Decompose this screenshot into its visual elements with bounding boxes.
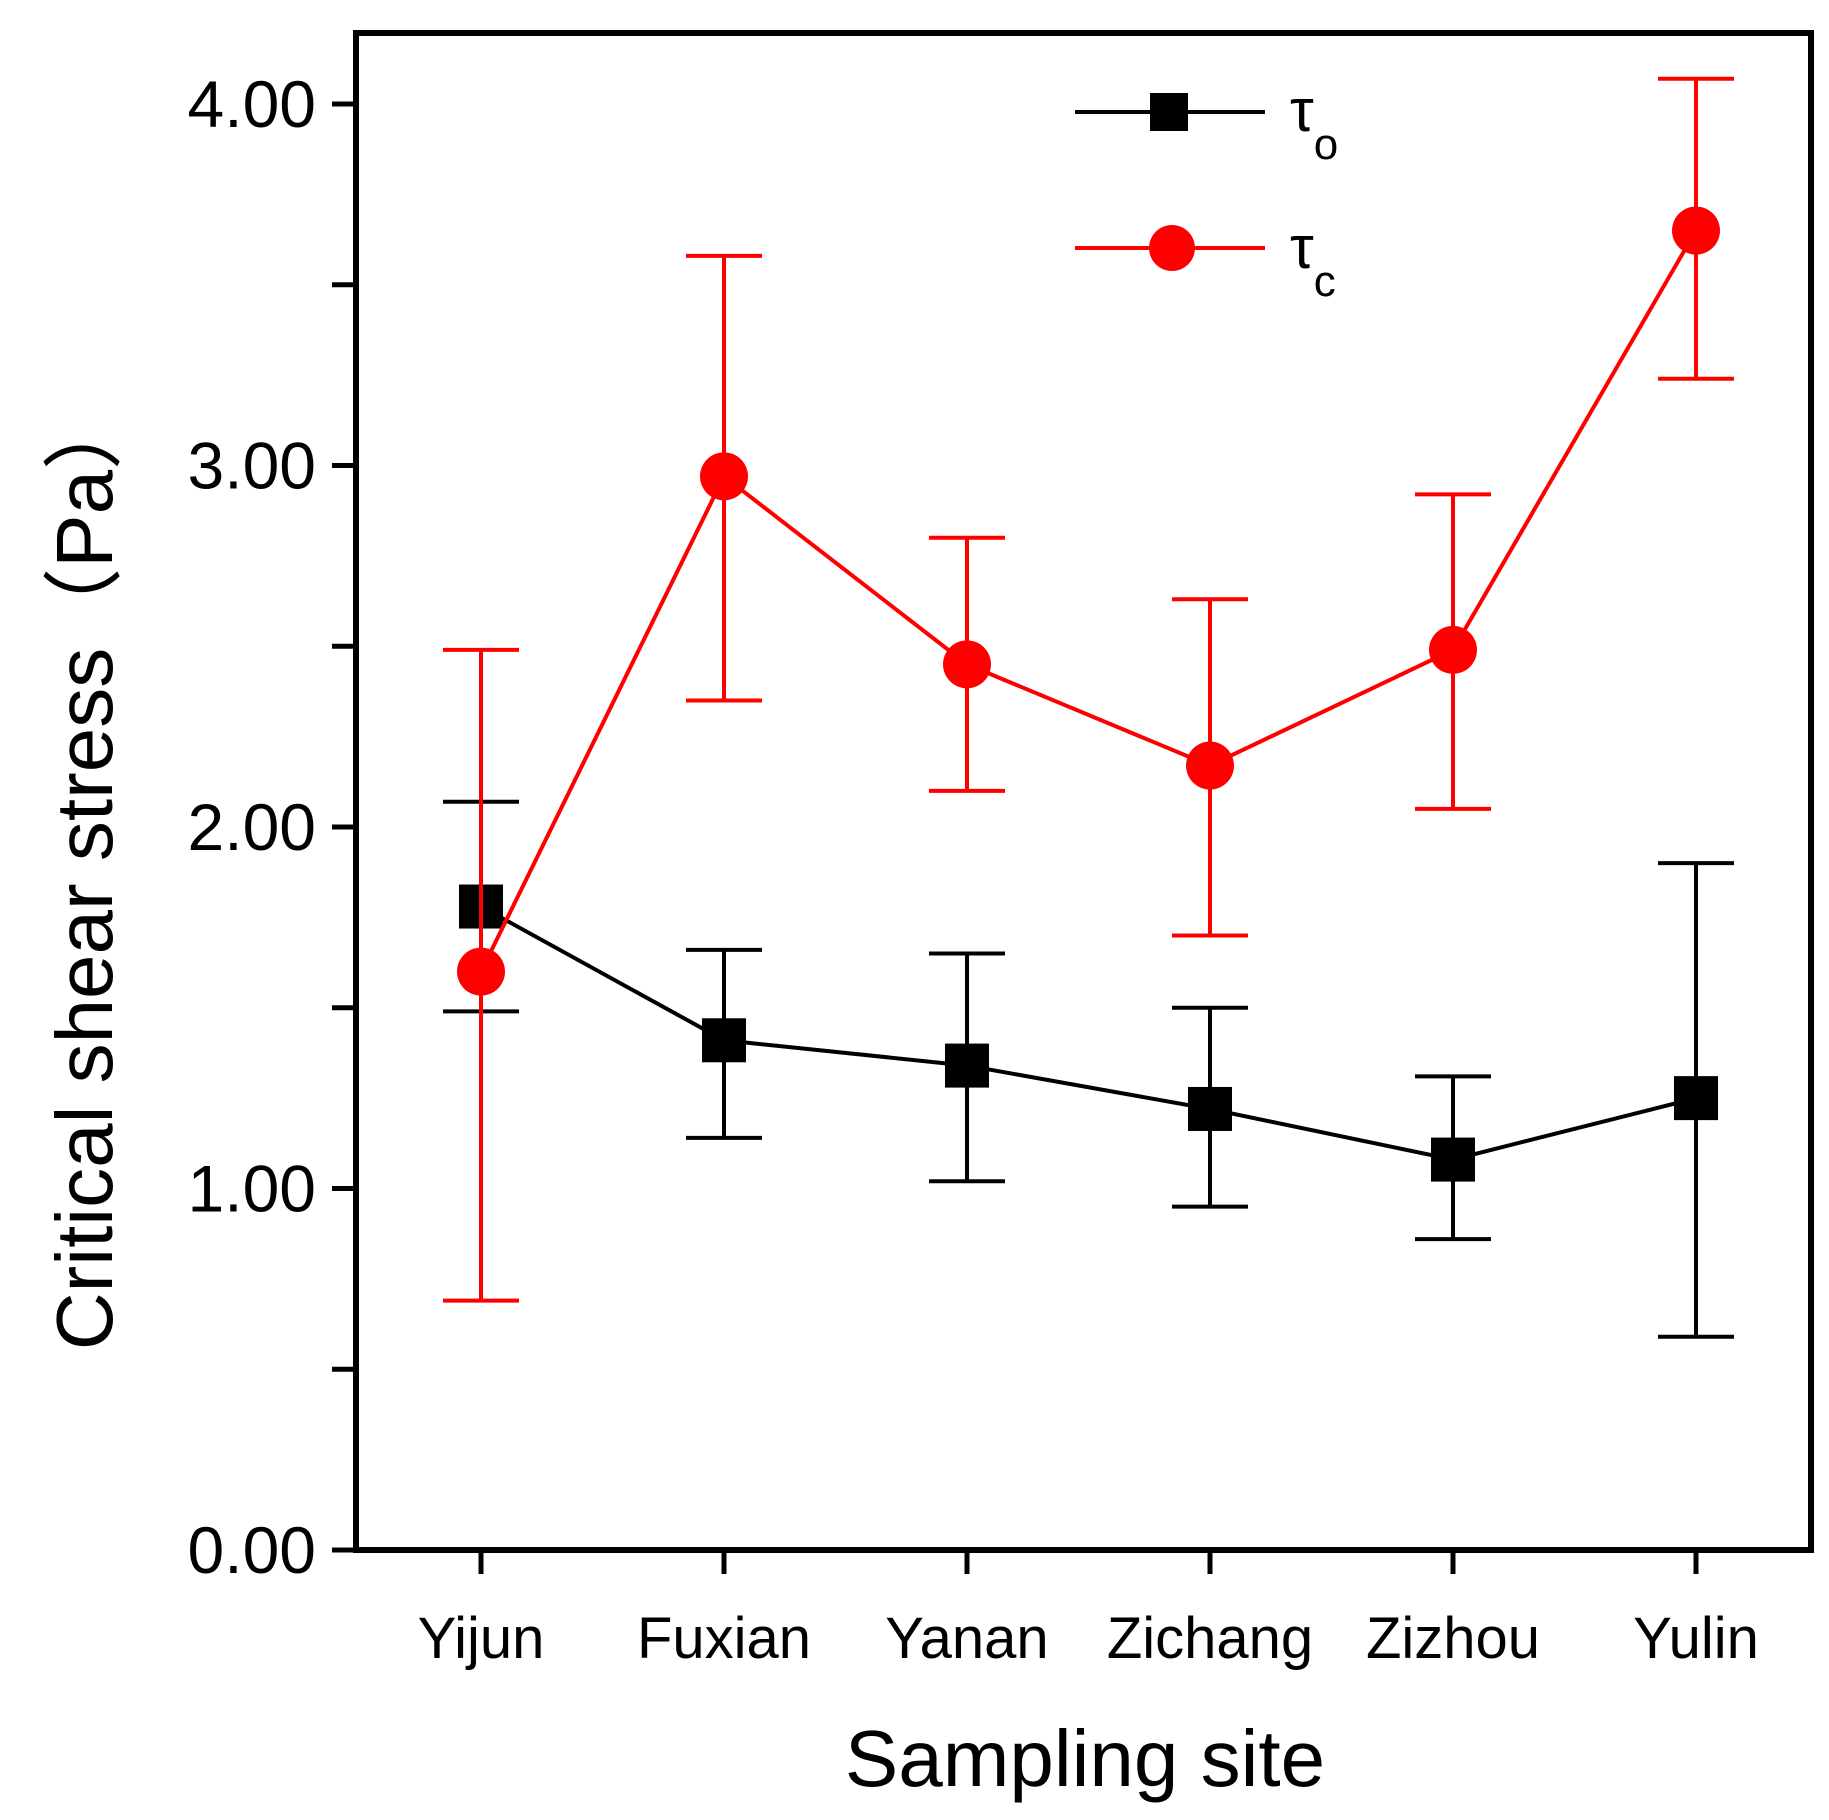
data-point-circle bbox=[1672, 206, 1720, 255]
x-tick-label: Zichang bbox=[1107, 1606, 1313, 1671]
plot-frame bbox=[353, 30, 1814, 1553]
y-tick-label: 2.00 bbox=[188, 790, 316, 864]
series-line bbox=[480, 904, 1697, 1162]
legend-marker-circle bbox=[1149, 225, 1195, 271]
legend-marker-square bbox=[1150, 93, 1188, 131]
data-point-circle bbox=[1186, 741, 1234, 790]
x-tick-label: Zizhou bbox=[1366, 1606, 1540, 1671]
series-layer bbox=[443, 76, 1734, 1339]
x-tick-label: Fuxian bbox=[637, 1606, 811, 1671]
data-point-square bbox=[702, 1018, 746, 1063]
y-tick-label: 3.00 bbox=[188, 429, 316, 503]
x-axis-title: Sampling site bbox=[845, 1714, 1325, 1803]
data-point-circle bbox=[943, 640, 991, 689]
x-tick-label: Yijun bbox=[418, 1606, 545, 1671]
y-tick-label: 4.00 bbox=[188, 67, 316, 141]
y-tick-label: 1.00 bbox=[188, 1152, 316, 1226]
legend-label-tau-o: τo bbox=[1290, 77, 1338, 169]
series-o bbox=[443, 799, 1734, 1339]
data-point-square bbox=[1674, 1076, 1718, 1121]
series-c bbox=[443, 76, 1734, 1303]
series-line bbox=[479, 229, 1698, 973]
data-point-square bbox=[945, 1043, 989, 1088]
legend: τo τc bbox=[1075, 77, 1338, 306]
legend-label-tau-c: τc bbox=[1290, 214, 1336, 306]
legend-entry-tau-o: τo bbox=[1075, 77, 1338, 169]
data-point-circle bbox=[700, 452, 748, 501]
data-point-square bbox=[1431, 1137, 1475, 1182]
x-tick-label: Yanan bbox=[885, 1606, 1048, 1671]
data-point-circle bbox=[1429, 625, 1477, 674]
y-tick-label: 0.00 bbox=[188, 1513, 316, 1587]
data-point-square bbox=[1188, 1086, 1232, 1131]
data-point-circle bbox=[457, 947, 505, 996]
x-tick-label: Yulin bbox=[1633, 1606, 1759, 1671]
y-axis: 0.00 1.00 2.00 3.00 4.00 bbox=[188, 67, 356, 1587]
x-axis: Yijun Fuxian Yanan Zichang Zizhou Yulin bbox=[418, 1550, 1759, 1671]
legend-entry-tau-c: τc bbox=[1075, 214, 1336, 306]
y-axis-title: Critical shear stress（Pa） bbox=[40, 390, 129, 1350]
